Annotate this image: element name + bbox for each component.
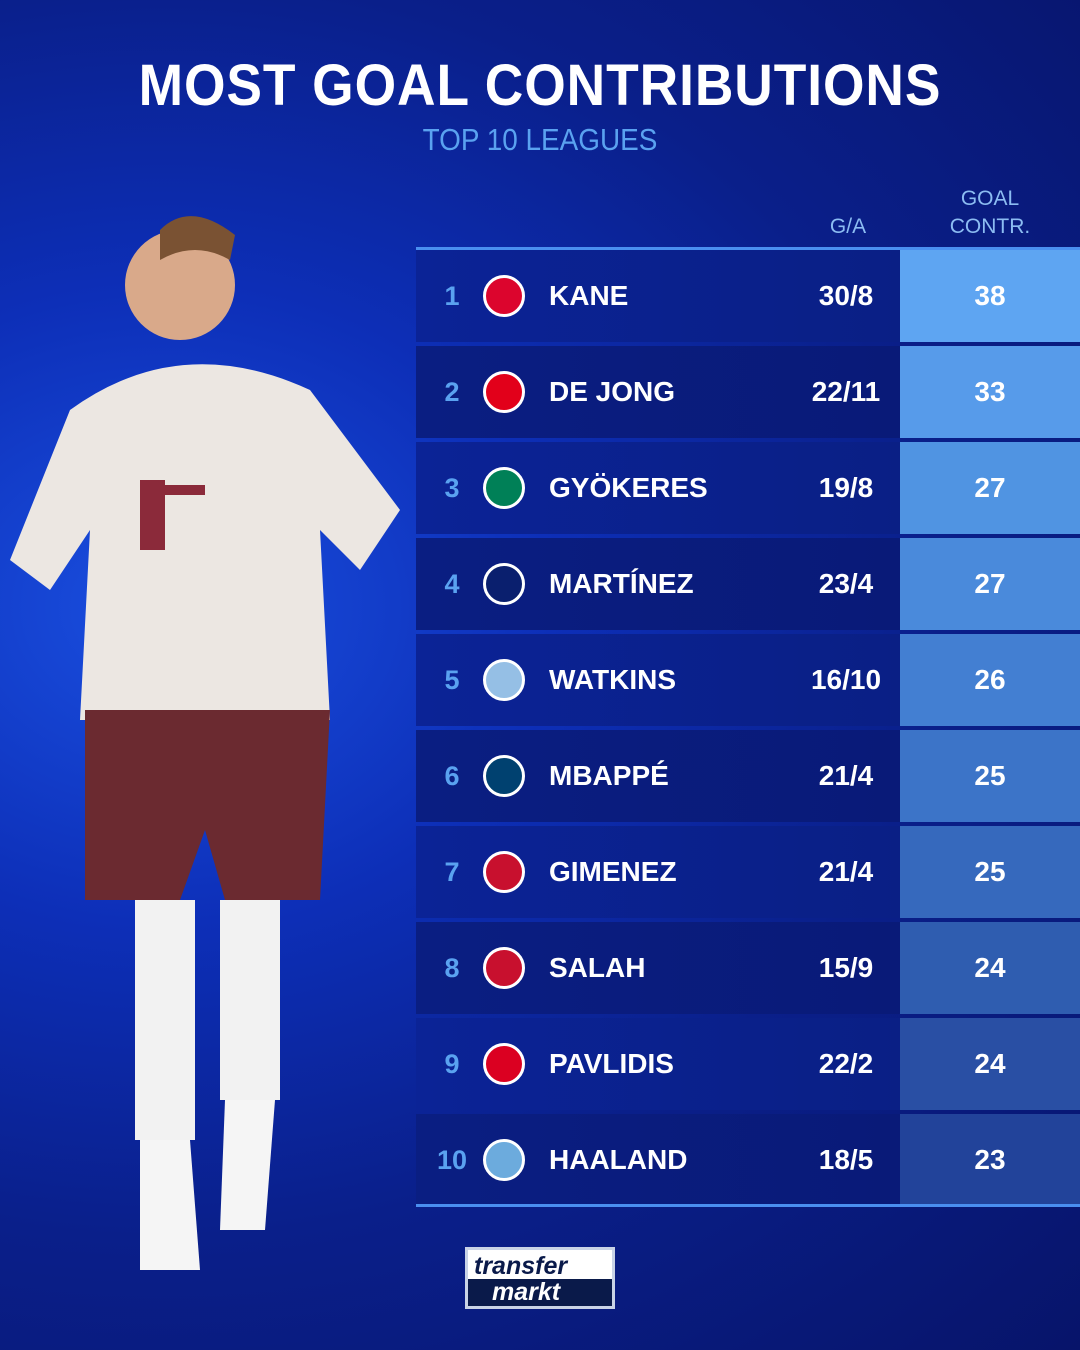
rank: 3: [444, 473, 460, 503]
rank: 5: [444, 665, 460, 695]
goals-assists: 15/9: [818, 952, 874, 983]
club-logo-icon: [483, 275, 525, 317]
transfermarkt-logo: transfer markt: [465, 1247, 615, 1309]
club-logo-icon: [483, 947, 525, 989]
goals-assists: 18/5: [818, 1144, 874, 1175]
header-ga: G/A: [829, 215, 867, 238]
rank: 9: [444, 1049, 460, 1079]
table-row: 2 DE JONG 22/11 33: [416, 346, 1080, 438]
goal-contributions: 27: [900, 538, 1080, 630]
rank: 7: [444, 857, 460, 887]
player-name: WATKINS: [549, 664, 677, 695]
header-goal-contr-line2: CONTR.: [949, 215, 1031, 238]
player-name: SALAH: [549, 952, 646, 983]
rank: 2: [444, 377, 460, 407]
page-title: MOST GOAL CONTRIBUTIONS: [138, 53, 942, 118]
player-name: PAVLIDIS: [549, 1048, 674, 1079]
goals-assists: 21/4: [818, 856, 874, 887]
goals-assists: 22/2: [818, 1048, 874, 1079]
goals-assists: 22/11: [811, 376, 881, 407]
rank: 6: [444, 761, 460, 791]
table-row: 8 SALAH 15/9 24: [416, 922, 1080, 1014]
player-name: MARTÍNEZ: [549, 568, 694, 599]
rank: 8: [444, 953, 460, 983]
player-name: MBAPPÉ: [549, 760, 669, 791]
club-logo-icon: [483, 851, 525, 893]
player-name: GIMENEZ: [549, 856, 677, 887]
table-row: 9 PAVLIDIS 22/2 24: [416, 1018, 1080, 1110]
player-name: DE JONG: [549, 376, 676, 407]
rank: 10: [436, 1145, 468, 1175]
goal-contributions: 23: [900, 1114, 1080, 1206]
club-logo-icon: [483, 659, 525, 701]
goal-contributions: 26: [900, 634, 1080, 726]
table-row: 6 MBAPPÉ 21/4 25: [416, 730, 1080, 822]
logo-text-transfer: transfer: [474, 1252, 568, 1280]
goal-contributions: 25: [900, 730, 1080, 822]
rank: 1: [444, 281, 460, 311]
table-row: 10 HAALAND 18/5 23: [416, 1114, 1080, 1206]
goal-contributions: 27: [900, 442, 1080, 534]
goal-contributions: 24: [900, 922, 1080, 1014]
goals-assists: 21/4: [818, 760, 874, 791]
goal-contributions: 24: [900, 1018, 1080, 1110]
table-top-divider: [416, 247, 1080, 250]
header-goal-contr: GOAL CONTR.: [900, 185, 1080, 241]
table-row: 1 KANE 30/8 38: [416, 250, 1080, 342]
logo-text-markt: markt: [468, 1279, 612, 1306]
goals-assists: 23/4: [818, 568, 874, 599]
goals-assists: 16/10: [810, 664, 882, 695]
club-logo-icon: [483, 371, 525, 413]
page-subtitle: TOP 10 LEAGUES: [422, 122, 658, 157]
goal-contributions: 33: [900, 346, 1080, 438]
club-logo-icon: [483, 755, 525, 797]
table-row: 3 GYÖKERES 19/8 27: [416, 442, 1080, 534]
goals-assists: 30/8: [818, 280, 874, 311]
club-logo-icon: [483, 1043, 525, 1085]
club-logo-icon: [483, 467, 525, 509]
table-row: 5 WATKINS 16/10 26: [416, 634, 1080, 726]
table-row: 7 GIMENEZ 21/4 25: [416, 826, 1080, 918]
player-name: GYÖKERES: [549, 472, 708, 503]
header-goal-contr-line1: GOAL: [960, 187, 1020, 210]
table-bottom-divider: [416, 1204, 1080, 1207]
rank: 4: [444, 569, 460, 599]
player-name: HAALAND: [549, 1144, 688, 1175]
club-logo-icon: [483, 1139, 525, 1181]
player-photo: [10, 216, 400, 1270]
club-logo-icon: [483, 563, 525, 605]
table-row: 4 MARTÍNEZ 23/4 27: [416, 538, 1080, 630]
goal-contributions: 38: [900, 250, 1080, 342]
goals-assists: 19/8: [818, 472, 874, 503]
player-name: KANE: [549, 280, 629, 311]
goal-contributions: 25: [900, 826, 1080, 918]
